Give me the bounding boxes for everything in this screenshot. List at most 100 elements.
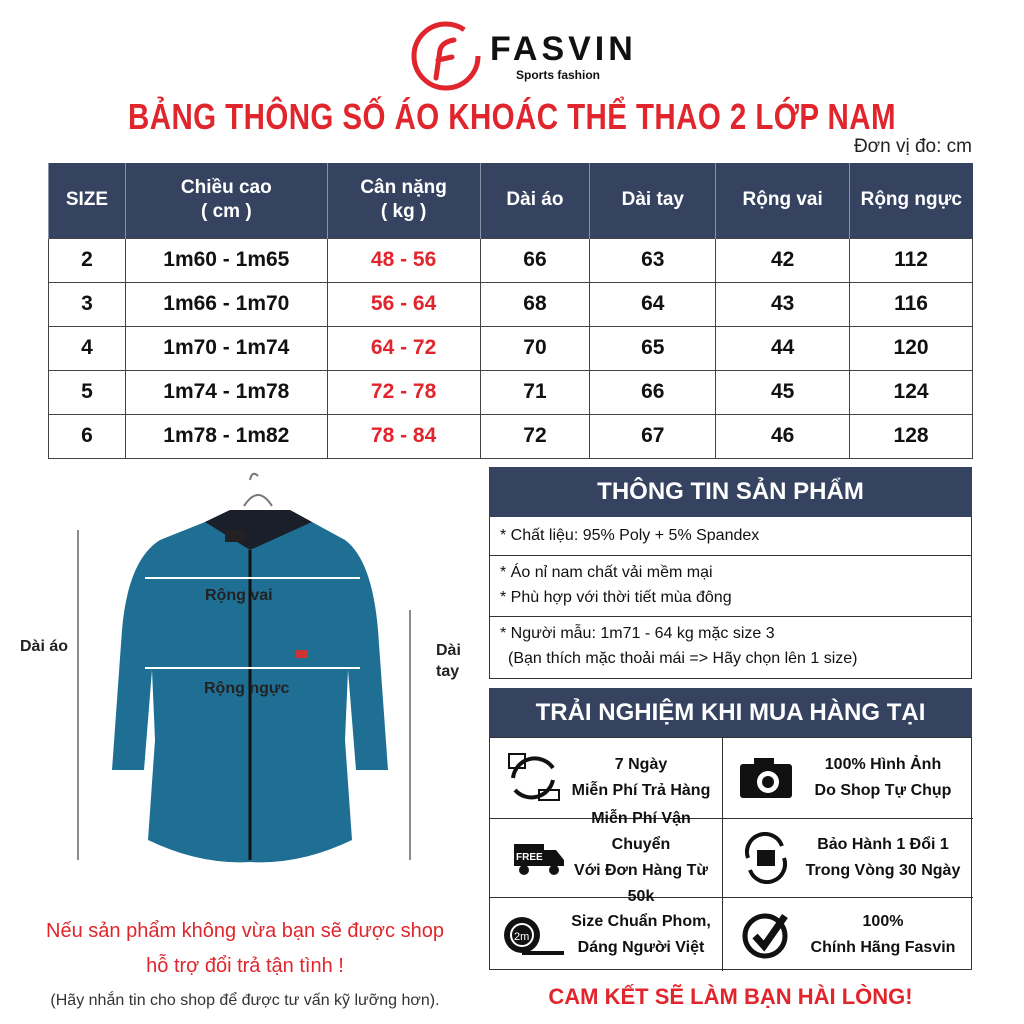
- material-text: * Chất liệu: 95% Poly + 5% Spandex: [500, 527, 760, 544]
- experience-line-1: 7 Ngày: [614, 756, 668, 773]
- table-cell: 2: [48, 237, 126, 283]
- table-cell: 43: [715, 281, 851, 327]
- column-header: Dài áo: [479, 163, 590, 238]
- table-cell: 5: [48, 369, 126, 415]
- experience-line-1: 100% Hình Ảnh: [824, 756, 942, 773]
- column-header: Chiều cao ( cm ): [124, 163, 328, 238]
- header-text: SIZE: [65, 188, 109, 210]
- page-title: BẢNG THÔNG SỐ ÁO KHOÁC THỂ THAO 2 LỚP NA…: [127, 96, 896, 137]
- experience-line-2: Miễn Phí Trả Hàng: [571, 782, 711, 799]
- experience-item: 100% Chính Hãng Fasvin: [723, 898, 973, 971]
- table-cell: 71: [479, 369, 591, 415]
- product-info-header: THÔNG TIN SẢN PHẨM: [489, 467, 972, 517]
- table-cell: 66: [479, 237, 591, 283]
- table-cell: 112: [849, 237, 973, 283]
- header-text: ( kg ): [380, 201, 427, 223]
- contact-note: (Hãy nhắn tin cho shop để được tư vấn kỹ…: [50, 992, 440, 1009]
- table-cell: 1m66 - 1m70: [124, 281, 328, 327]
- table-cell: 63: [589, 237, 717, 283]
- header-text: Rộng vai: [742, 188, 823, 210]
- header-text: Rộng ngực: [860, 188, 962, 210]
- table-cell: 128: [849, 413, 973, 459]
- header-text: Dài áo: [506, 188, 564, 210]
- experience-line-2: Do Shop Tự Chụp: [814, 782, 952, 799]
- feature-2: * Phù hợp với thời tiết mùa đông: [500, 589, 732, 606]
- svg-text:FREE: FREE: [516, 852, 543, 863]
- table-cell: 66: [589, 369, 717, 415]
- experience-line-1: Size Chuẩn Phom,: [571, 912, 711, 930]
- table-cell: 65: [589, 325, 717, 371]
- column-header: Cân nặng ( kg ): [326, 163, 481, 238]
- table-cell: 72 - 78: [326, 369, 481, 415]
- length-label: Dài áo: [20, 638, 69, 656]
- model-text: * Người mẫu: 1m71 - 64 kg mặc size 3: [500, 625, 775, 642]
- jacket-illustration: [77, 472, 411, 863]
- table-cell: 4: [48, 325, 126, 371]
- commitment-text: CAM KẾT SẼ LÀM BẠN HÀI LÒNG!: [548, 984, 913, 1009]
- experience-line-2: Chính Hãng Fasvin: [810, 938, 956, 956]
- model-row: * Người mẫu: 1m71 - 64 kg mặc size 3 (Bạn…: [489, 617, 972, 679]
- table-cell: 78 - 84: [326, 413, 481, 459]
- size-tip: (Bạn thích mặc thoải mái => Hãy chọn lên…: [508, 650, 858, 667]
- table-cell: 42: [715, 237, 851, 283]
- table-cell: 1m60 - 1m65: [124, 237, 328, 283]
- table-row: 5 1m74 - 1m78 72 - 78 71 66 45 124: [48, 369, 973, 415]
- column-header: Rộng vai: [715, 163, 850, 238]
- table-cell: 44: [715, 325, 851, 371]
- fasvin-logo-icon: [411, 21, 481, 91]
- sleeve-label-1: Dài: [436, 642, 461, 659]
- table-cell: 124: [849, 369, 973, 415]
- tape-measure-icon: 2m: [498, 913, 568, 957]
- free-truck-icon: FREE: [498, 838, 568, 878]
- experience-line-1: Miễn Phí Vận Chuyển: [591, 810, 691, 853]
- experience-line-2: Dáng Người Việt: [577, 938, 705, 956]
- experience-item: 2m Size Chuẩn Phom, Dáng Người Việt: [490, 898, 723, 971]
- header-text: ( cm ): [200, 201, 252, 223]
- sleeve-label-2: tay: [436, 663, 460, 680]
- chest-label: Rộng ngực: [204, 680, 290, 697]
- table-row: 2 1m60 - 1m65 48 - 56 66 63 42 112: [48, 237, 973, 283]
- camera-icon: [731, 756, 801, 800]
- table-cell: 48 - 56: [326, 237, 481, 283]
- shoulder-label: Rộng vai: [205, 587, 273, 604]
- table-cell: 120: [849, 325, 973, 371]
- svg-text:2m: 2m: [514, 931, 529, 943]
- experience-item: 100% Hình Ảnh Do Shop Tự Chụp: [723, 738, 973, 819]
- hanger-icon: [243, 472, 273, 507]
- table-cell: 68: [479, 281, 591, 327]
- column-header: Rộng ngực: [849, 163, 973, 238]
- material-row: * Chất liệu: 95% Poly + 5% Spandex: [489, 517, 972, 556]
- table-cell: 1m74 - 1m78: [124, 369, 328, 415]
- table-row: 4 1m70 - 1m74 64 - 72 70 65 44 120: [48, 325, 973, 371]
- table-cell: 46: [715, 413, 851, 459]
- table-cell: 70: [479, 325, 591, 371]
- exchange-note-2: hỗ trợ đổi trả tận tình !: [146, 955, 344, 977]
- column-header: Dài tay: [589, 163, 716, 238]
- experience-item: 7 Ngày Miễn Phí Trả Hàng: [490, 738, 723, 819]
- check-icon: [731, 910, 801, 960]
- features-row: * Áo nỉ nam chất vải mềm mại * Phù hợp vớ…: [489, 556, 972, 617]
- brand-tagline: Sports fashion: [516, 68, 601, 82]
- header-text: Dài tay: [621, 188, 684, 210]
- experience-line-1: Bảo Hành 1 Đổi 1: [817, 836, 949, 853]
- unit-label: Đơn vị đo: cm: [853, 136, 972, 157]
- return-box-icon: [498, 748, 568, 808]
- table-row: 3 1m66 - 1m70 56 - 64 68 64 43 116: [48, 281, 973, 327]
- exchange-box-icon: [731, 832, 801, 884]
- table-cell: 64: [589, 281, 717, 327]
- table-cell: 67: [589, 413, 717, 459]
- size-table: SIZE Chiều cao ( cm ) Cân nặng ( kg ) Dài áo D…: [48, 163, 973, 459]
- experience-grid: 7 Ngày Miễn Phí Trả Hàng 100% Hình Ảnh Do S…: [489, 737, 973, 971]
- feature-1: * Áo nỉ nam chất vải mềm mại: [500, 564, 713, 581]
- experience-line-1: 100%: [862, 912, 904, 930]
- header-text: Chiều cao: [180, 176, 272, 198]
- experience-item: Bảo Hành 1 Đổi 1 Trong Vòng 30 Ngày: [723, 819, 973, 898]
- table-cell: 3: [48, 281, 126, 327]
- table-cell: 1m78 - 1m82: [124, 413, 328, 459]
- table-cell: 45: [715, 369, 851, 415]
- exchange-note: Nếu sản phẩm không vừa bạn sẽ được shop: [46, 920, 444, 942]
- experience-line-2: Trong Vòng 30 Ngày: [805, 862, 961, 879]
- column-header: SIZE: [48, 163, 126, 238]
- table-cell: 64 - 72: [326, 325, 481, 371]
- table-cell: 116: [849, 281, 973, 327]
